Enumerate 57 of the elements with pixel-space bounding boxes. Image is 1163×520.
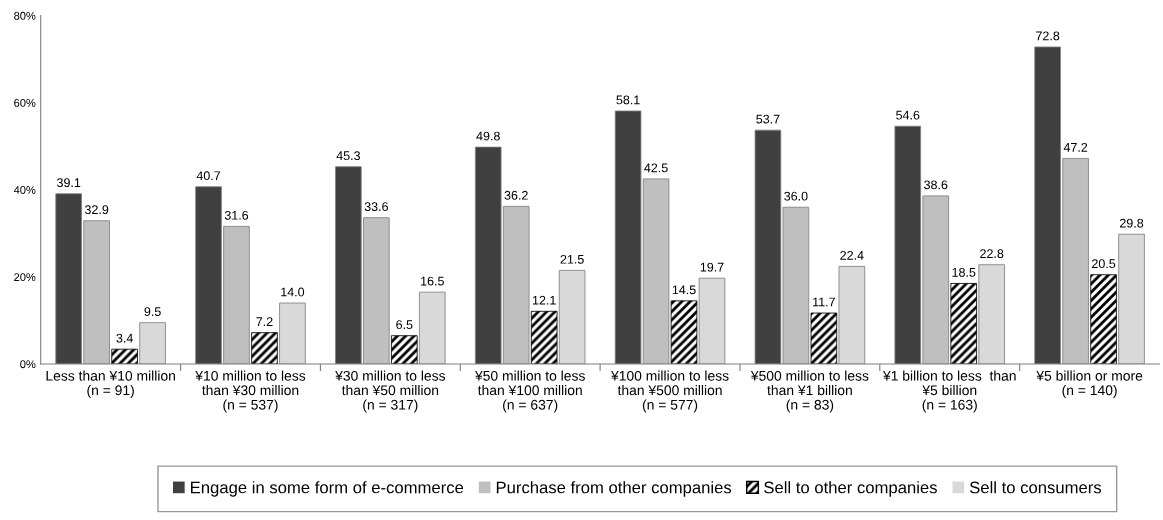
y-tick-label: 0% xyxy=(20,360,36,369)
y-tick-label: 60% xyxy=(14,98,36,107)
data-label: 9.5 xyxy=(144,307,161,316)
bar xyxy=(670,300,698,364)
data-label: 19.7 xyxy=(700,262,724,272)
bar xyxy=(950,283,978,364)
data-label: 20.5 xyxy=(1092,259,1116,269)
data-label: 58.1 xyxy=(616,95,640,105)
data-label: 16.5 xyxy=(421,276,444,286)
data-label: 14.5 xyxy=(672,285,696,295)
bar xyxy=(810,312,838,364)
legend-label: Purchase from other companies xyxy=(496,481,732,497)
x-tick-label: ¥30 million to less than ¥50 million (n = 317) xyxy=(335,370,446,413)
data-label: 36.0 xyxy=(784,191,808,201)
data-label: 21.5 xyxy=(560,254,584,264)
x-tick-label: ¥500 million to less than ¥1 billion (n = 83) xyxy=(750,370,869,413)
y-tick-label: 40% xyxy=(13,186,36,194)
data-label: 38.6 xyxy=(924,180,948,190)
legend-label: Sell to other companies xyxy=(764,481,937,497)
x-tick-label: ¥50 million to less than ¥100 million (n = 637) xyxy=(474,370,585,413)
x-tick-label: ¥10 million to less than ¥30 million (n = 537) xyxy=(195,370,306,413)
data-label: 47.2 xyxy=(1063,142,1088,152)
legend-label: Engage in some form of e-commerce xyxy=(191,481,464,497)
y-tick-label: 80% xyxy=(14,11,36,20)
data-label: 12.1 xyxy=(532,295,556,305)
data-label: 18.5 xyxy=(952,267,976,277)
data-label: 40.7 xyxy=(196,171,221,181)
x-tick-label: ¥100 million to less than ¥500 million (n = 577) xyxy=(610,370,729,413)
y-tick-label: 20% xyxy=(14,273,36,282)
legend-label: Sell to consumers xyxy=(969,481,1102,494)
data-label: 14.0 xyxy=(281,287,305,297)
data-label: 32.9 xyxy=(84,205,109,215)
data-label: 72.8 xyxy=(1036,31,1060,41)
x-tick-label: Less than ¥10 million (n = 91) xyxy=(46,370,175,398)
bar xyxy=(530,310,558,364)
data-label: 39.1 xyxy=(56,178,81,188)
bar xyxy=(1090,274,1117,364)
bar xyxy=(391,335,418,364)
data-label: 36.2 xyxy=(504,190,528,200)
bar xyxy=(111,348,138,364)
data-label: 3.4 xyxy=(116,333,133,343)
data-label: 6.5 xyxy=(396,320,413,330)
data-label: 54.6 xyxy=(896,110,920,120)
x-tick-label: ¥5 billion or more (n = 140) xyxy=(1036,370,1143,398)
data-label: 49.8 xyxy=(476,131,500,141)
data-label: 42.5 xyxy=(644,163,668,173)
data-label: 22.4 xyxy=(840,250,864,260)
data-label: 45.3 xyxy=(336,151,360,161)
data-label: 33.6 xyxy=(364,202,388,212)
x-tick-label: ¥1 billion to less than ¥5 billion (n = 163) xyxy=(882,370,1016,413)
data-label: 7.2 xyxy=(256,317,273,326)
data-label: 11.7 xyxy=(813,297,835,307)
data-label: 31.6 xyxy=(224,210,249,220)
data-label: 53.7 xyxy=(756,114,780,124)
data-label: 22.8 xyxy=(980,249,1004,259)
bar xyxy=(251,332,278,364)
data-label: 29.8 xyxy=(1120,218,1144,228)
